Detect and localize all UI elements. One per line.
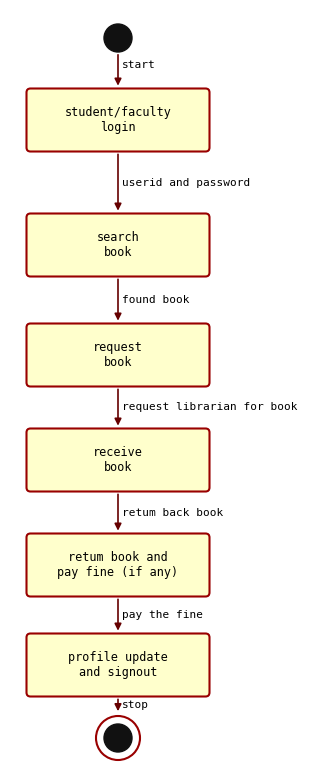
- Text: profile update
and signout: profile update and signout: [68, 651, 168, 679]
- Text: retum back book: retum back book: [122, 508, 223, 517]
- Text: retum book and
pay fine (if any): retum book and pay fine (if any): [58, 551, 179, 579]
- Text: receive
book: receive book: [93, 446, 143, 474]
- Text: pay the fine: pay the fine: [122, 610, 203, 620]
- FancyBboxPatch shape: [26, 88, 210, 151]
- Text: start: start: [122, 60, 156, 70]
- FancyBboxPatch shape: [26, 428, 210, 491]
- FancyBboxPatch shape: [26, 324, 210, 387]
- Text: search
book: search book: [97, 231, 139, 259]
- FancyBboxPatch shape: [26, 534, 210, 597]
- Text: request librarian for book: request librarian for book: [122, 402, 298, 413]
- Circle shape: [104, 24, 132, 52]
- Text: userid and password: userid and password: [122, 178, 250, 187]
- Text: student/faculty
login: student/faculty login: [65, 106, 171, 134]
- Text: request
book: request book: [93, 341, 143, 369]
- Text: stop: stop: [122, 700, 149, 711]
- FancyBboxPatch shape: [26, 214, 210, 276]
- Circle shape: [104, 724, 132, 752]
- FancyBboxPatch shape: [26, 633, 210, 697]
- Text: found book: found book: [122, 295, 189, 305]
